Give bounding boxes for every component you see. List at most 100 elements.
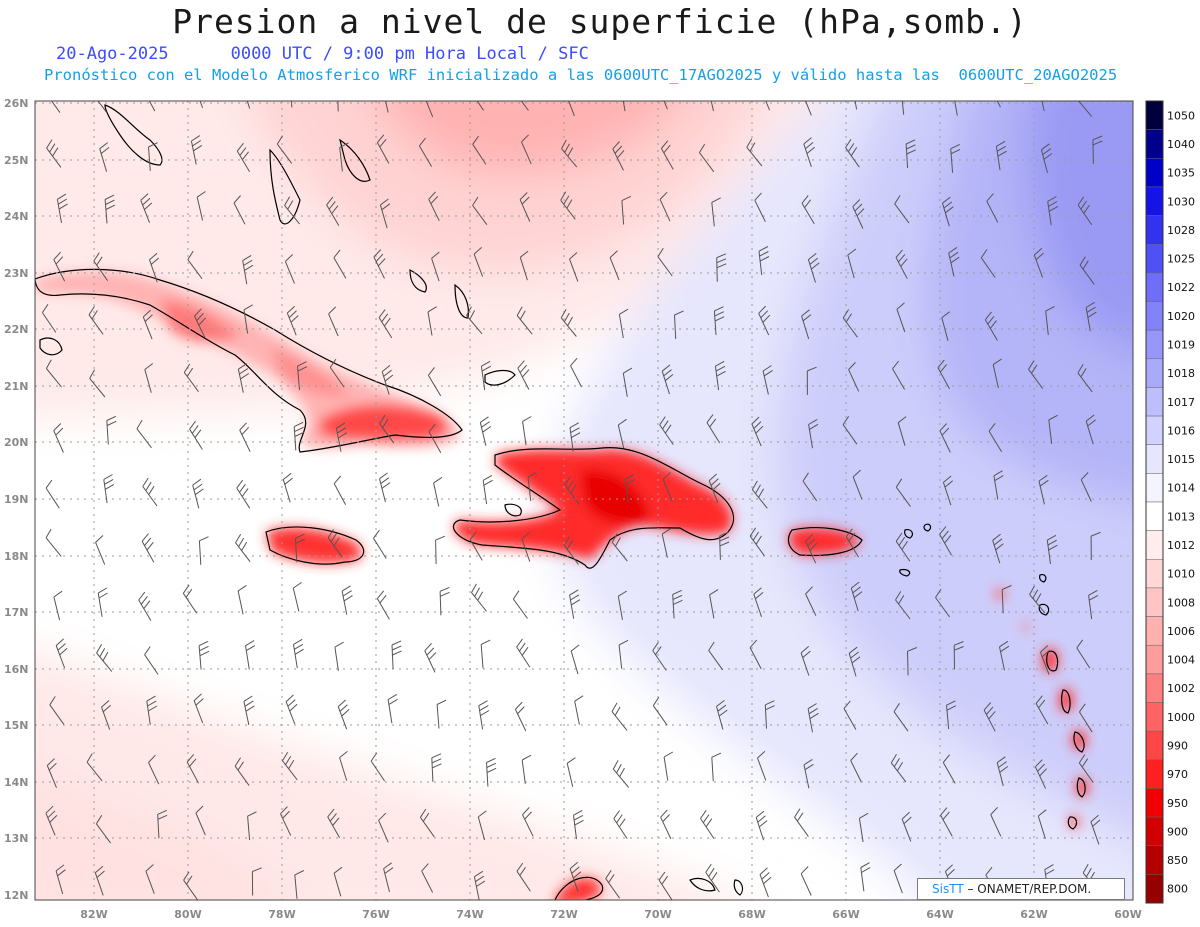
wind-barb-feather <box>473 86 479 94</box>
wind-barb-feather <box>609 250 618 258</box>
wind-barb-feather <box>1092 135 1103 141</box>
wind-barb-feather <box>294 870 305 876</box>
wind-barb-staff <box>482 480 488 505</box>
wind-barb-staff <box>753 593 762 617</box>
wind-barb-staff <box>807 708 813 733</box>
colorbar-label: 1017 <box>1167 396 1195 409</box>
wind-barb-staff <box>618 314 624 339</box>
wind-barb-staff <box>517 367 530 390</box>
wind-barb-staff <box>242 260 248 285</box>
wind-barb-staff <box>848 369 860 392</box>
wind-barb-feather <box>853 591 863 599</box>
colorbar-label: 1022 <box>1167 281 1195 294</box>
wind-barb-feather <box>291 90 300 94</box>
wind-barb-feather <box>807 538 816 547</box>
wind-barb-feather <box>144 314 153 322</box>
wind-barb-staff <box>246 101 251 109</box>
wind-barb-feather <box>512 590 520 600</box>
wind-barb-feather <box>762 314 771 323</box>
wind-barb-feather <box>381 482 391 489</box>
wind-barb-feather <box>482 474 493 481</box>
wind-barb-staff <box>95 542 106 565</box>
wind-barb-feather <box>45 359 52 369</box>
wind-barb-staff <box>149 259 158 283</box>
colorbar-swatch <box>1145 644 1164 675</box>
wind-barb-feather <box>379 138 387 148</box>
wind-barb-feather <box>940 807 948 816</box>
wind-barb-feather <box>516 862 524 872</box>
wind-barb-staff <box>935 597 951 618</box>
wind-barb-staff <box>805 593 817 616</box>
wind-barb-staff <box>716 257 718 282</box>
wind-barb-staff <box>237 590 244 615</box>
wind-barb-feather <box>377 590 385 599</box>
wind-barb-feather <box>1033 248 1043 256</box>
wind-barb-staff <box>569 868 579 892</box>
wind-barb-feather <box>567 480 574 490</box>
wind-barb-feather <box>140 596 148 605</box>
wind-barb-feather <box>574 819 584 826</box>
wind-barb-staff <box>193 700 204 724</box>
colorbar-label: 1050 <box>1167 109 1195 122</box>
wind-barb-staff <box>292 587 300 612</box>
wind-barb-staff <box>942 482 952 506</box>
wind-barb-feather <box>804 199 812 208</box>
wind-barb-feather <box>996 145 1007 152</box>
wind-barb-feather <box>234 757 242 767</box>
wind-barb-feather <box>521 134 529 143</box>
wind-barb-staff <box>801 315 810 340</box>
wind-barb-staff <box>418 145 433 167</box>
wind-barb-feather <box>1048 414 1058 421</box>
wind-barb-feather <box>941 530 949 540</box>
wind-barb-feather <box>1032 589 1039 599</box>
wind-barb-feather <box>716 253 727 259</box>
wind-barb-staff <box>245 645 250 670</box>
wind-barb-feather <box>381 313 389 323</box>
wind-barb-feather <box>1076 89 1081 98</box>
wind-barb-staff <box>473 876 480 900</box>
latitude-labels: 26N 25N 24N 23N 22N 21N 20N 19N 18N 17N … <box>4 97 29 902</box>
wind-barb-staff <box>842 424 858 445</box>
wind-barb-staff <box>471 592 487 612</box>
wind-barb-feather <box>282 752 289 762</box>
wind-barb-feather <box>1047 196 1057 202</box>
wind-barb-feather <box>663 144 671 154</box>
wind-barb-feather <box>245 640 255 647</box>
wind-barb-feather <box>657 247 664 257</box>
wind-barb-feather <box>519 364 528 373</box>
wind-barb-feather <box>332 817 340 826</box>
wind-barb-feather <box>238 363 248 370</box>
wind-barb-staff <box>427 375 442 397</box>
wind-barb-feather <box>377 134 385 143</box>
wind-barb-feather <box>856 208 865 217</box>
wind-barb-feather <box>566 199 573 209</box>
forecast-date: 20-Ago-2025 <box>56 44 169 64</box>
wind-barb-staff <box>56 199 62 223</box>
wind-barb-feather <box>710 872 718 881</box>
wind-barb-staff <box>1029 594 1046 614</box>
wind-barb-staff <box>661 533 668 558</box>
wind-barb-feather <box>661 528 671 535</box>
wind-barb-staff <box>145 871 155 894</box>
wind-barb-feather <box>196 191 206 198</box>
wind-barb-staff <box>335 428 342 452</box>
wind-barb-feather <box>806 146 816 154</box>
wind-barb-feather <box>614 537 621 547</box>
wind-barb-feather <box>895 478 903 488</box>
wind-barb-staff <box>297 366 300 391</box>
wind-barb-feather <box>563 312 570 323</box>
wind-barb-feather <box>746 138 753 148</box>
wind-barb-feather <box>473 247 482 255</box>
wind-barb-staff <box>425 101 434 118</box>
lat-label: 18N <box>4 550 29 563</box>
wind-barb-staff <box>1046 540 1051 564</box>
wind-barb-feather <box>762 86 769 93</box>
wind-barb-staff <box>569 427 574 452</box>
wind-barb-feather <box>41 304 49 313</box>
wind-barb-feather <box>943 201 953 209</box>
wind-barb-staff <box>293 644 298 669</box>
wind-barb-feather <box>86 753 93 763</box>
wind-barb-feather <box>384 374 394 382</box>
colorbar-swatch <box>1145 301 1164 331</box>
wind-barb-feather <box>755 425 764 434</box>
